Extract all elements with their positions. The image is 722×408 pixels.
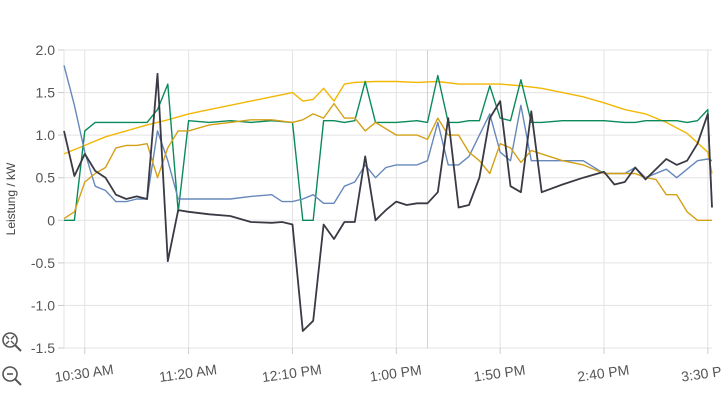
x-tick-label: 2:40 PM <box>576 361 630 384</box>
series-line-5 <box>63 72 713 332</box>
x-tick-label: 3:30 PM <box>680 361 722 384</box>
y-tick-label: -1.0 <box>31 297 55 313</box>
y-tick-label: -1.5 <box>31 340 55 356</box>
y-tick-label: 1.5 <box>36 85 56 101</box>
zoom-in-button[interactable] <box>1 331 23 353</box>
zoom-in-icon <box>2 332 22 352</box>
y-tick-label: 2.0 <box>36 42 56 58</box>
x-tick-label: 1:00 PM <box>369 361 423 384</box>
y-axis-label: Leistung / kW <box>4 162 18 235</box>
series-line-4 <box>63 102 712 222</box>
series-line-2 <box>64 74 713 222</box>
x-axis-ticks: 10:30 AM 11:20 AM 12:10 PM 1:00 PM 1:50 PM 2:… <box>54 348 722 385</box>
x-tick-label: 10:30 AM <box>54 361 115 385</box>
series-group <box>63 65 713 332</box>
y-tick-label: -0.5 <box>31 255 55 271</box>
x-tick-label: 1:50 PM <box>473 361 527 384</box>
y-tick-label: 0 <box>47 212 55 228</box>
y-tick-label: 0.5 <box>36 170 56 186</box>
grid <box>63 49 712 349</box>
zoom-out-button[interactable] <box>1 365 23 387</box>
x-tick-label: 12:10 PM <box>261 361 323 385</box>
zoom-out-icon <box>2 366 22 386</box>
x-tick-label: 11:20 AM <box>158 361 218 385</box>
y-axis-ticks: -1.5 -1.0 -0.5 0 0.5 1.0 1.5 2.0 <box>31 42 64 356</box>
y-tick-label: 1.0 <box>36 127 56 143</box>
